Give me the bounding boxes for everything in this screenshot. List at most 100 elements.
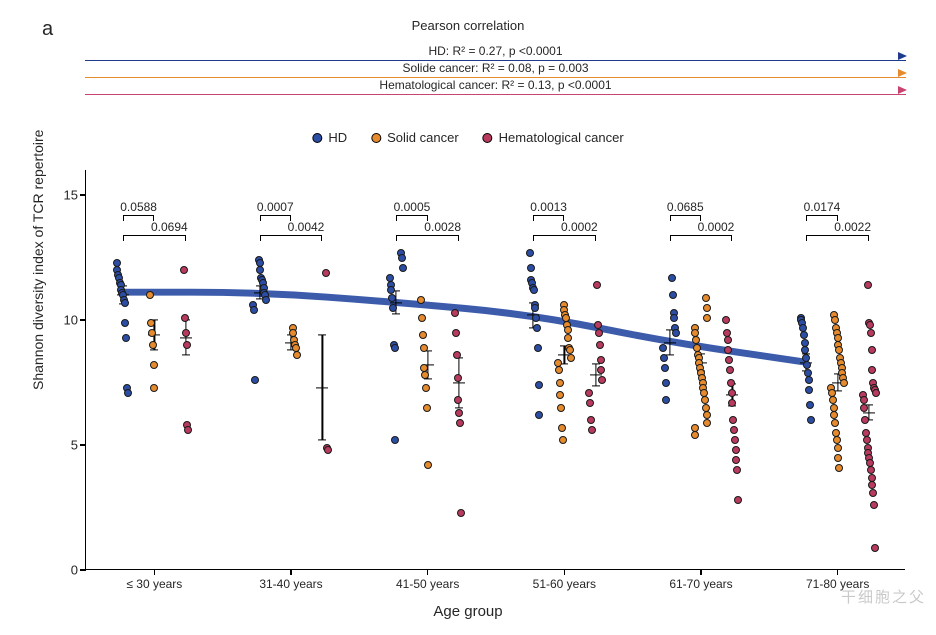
data-point xyxy=(181,314,189,322)
data-point xyxy=(732,456,740,464)
data-point xyxy=(733,466,741,474)
data-point xyxy=(835,464,843,472)
data-point xyxy=(834,444,842,452)
data-point xyxy=(184,426,192,434)
data-point xyxy=(183,341,191,349)
data-point xyxy=(728,399,736,407)
error-cap xyxy=(318,334,326,335)
data-point xyxy=(724,346,732,354)
legend-dot-icon xyxy=(371,133,381,143)
data-point xyxy=(148,329,156,337)
legend-dot-icon xyxy=(312,133,322,143)
data-point xyxy=(147,319,155,327)
y-axis-label: Shannon diversity index of TCR repertoir… xyxy=(30,130,46,390)
mean-mark xyxy=(316,387,328,388)
data-point xyxy=(557,404,565,412)
data-point xyxy=(861,416,869,424)
data-point xyxy=(180,266,188,274)
data-point xyxy=(595,329,603,337)
data-point xyxy=(672,329,680,337)
data-point xyxy=(807,416,815,424)
data-point xyxy=(834,454,842,462)
data-point xyxy=(556,379,564,387)
legend-item: Hematological cancer xyxy=(483,130,624,145)
data-point xyxy=(421,371,429,379)
data-point xyxy=(558,424,566,432)
data-point xyxy=(724,336,732,344)
data-point xyxy=(868,366,876,374)
significance-bracket xyxy=(806,215,837,219)
data-point xyxy=(559,436,567,444)
x-tick-mark xyxy=(700,569,702,575)
data-point xyxy=(703,314,711,322)
x-tick-label: 31-40 years xyxy=(259,577,322,591)
data-point xyxy=(596,341,604,349)
legend-item: Solid cancer xyxy=(371,130,459,145)
data-point xyxy=(593,281,601,289)
chart-area: 051015≤ 30 years31-40 years41-50 years51… xyxy=(85,170,905,570)
data-point xyxy=(424,461,432,469)
data-point xyxy=(422,384,430,392)
data-point xyxy=(731,436,739,444)
data-point xyxy=(867,329,875,337)
data-point xyxy=(531,304,539,312)
data-point xyxy=(662,379,670,387)
data-point xyxy=(452,329,460,337)
data-point xyxy=(423,404,431,412)
significance-bracket xyxy=(806,235,869,239)
data-point xyxy=(734,496,742,504)
data-point xyxy=(121,319,129,327)
x-tick-mark xyxy=(564,569,566,575)
data-point xyxy=(660,354,668,362)
data-point xyxy=(399,264,407,272)
data-point xyxy=(668,274,676,282)
data-point xyxy=(662,396,670,404)
data-point xyxy=(556,391,564,399)
data-point xyxy=(182,329,190,337)
significance-bracket xyxy=(260,235,323,239)
mean-mark xyxy=(453,382,465,383)
trend-line xyxy=(86,170,905,569)
data-point xyxy=(870,501,878,509)
x-tick-mark xyxy=(427,569,429,575)
data-point xyxy=(730,426,738,434)
data-point xyxy=(150,361,158,369)
data-point xyxy=(146,291,154,299)
data-point xyxy=(586,399,594,407)
arrow-icon xyxy=(898,52,907,60)
data-point xyxy=(250,306,258,314)
data-point xyxy=(122,334,130,342)
data-point xyxy=(597,356,605,364)
data-point xyxy=(869,489,877,497)
error-cap xyxy=(150,349,158,350)
x-tick-mark xyxy=(290,569,292,575)
data-point xyxy=(527,264,535,272)
y-tick-label: 5 xyxy=(71,438,78,453)
data-point xyxy=(868,346,876,354)
data-point xyxy=(729,416,737,424)
significance-bracket xyxy=(670,215,701,219)
data-point xyxy=(567,354,575,362)
data-point xyxy=(417,296,425,304)
significance-bracket xyxy=(396,235,459,239)
data-point xyxy=(564,334,572,342)
data-point xyxy=(149,341,157,349)
y-tick-label: 10 xyxy=(64,313,78,328)
data-point xyxy=(831,419,839,427)
watermark: 干细胞之父 xyxy=(841,586,926,607)
correlation-line: Solide cancer: R² = 0.08, p = 0.003 xyxy=(85,61,906,78)
data-point xyxy=(533,324,541,332)
x-tick-mark xyxy=(837,569,839,575)
legend-dot-icon xyxy=(483,133,493,143)
legend: HDSolid cancerHematological cancer xyxy=(300,130,635,146)
data-point xyxy=(532,314,540,322)
data-point xyxy=(703,304,711,312)
significance-label: 0.0028 xyxy=(424,220,461,234)
x-axis-label: Age group xyxy=(433,603,502,620)
y-tick-mark xyxy=(80,319,86,321)
significance-bracket xyxy=(260,215,291,219)
data-point xyxy=(455,409,463,417)
data-point xyxy=(389,304,397,312)
significance-bracket xyxy=(123,235,186,239)
data-point xyxy=(526,249,534,257)
